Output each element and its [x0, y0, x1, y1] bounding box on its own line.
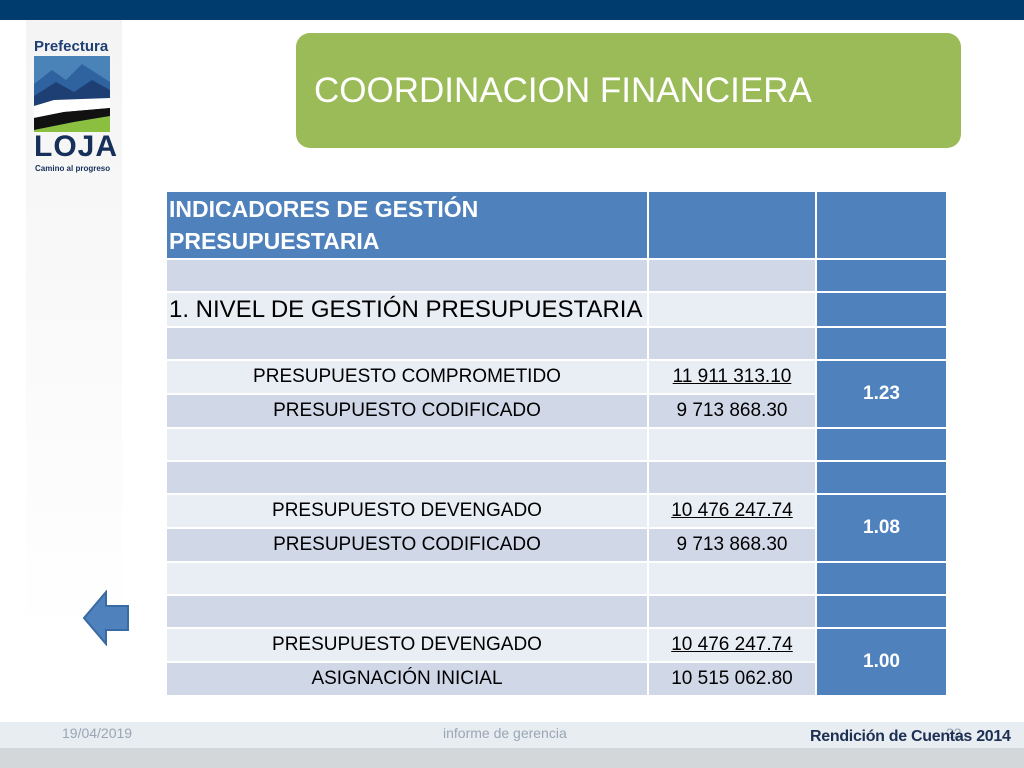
top-bar	[0, 0, 1024, 20]
table-row: PRESUPUESTO DEVENGADO 10 476 247.74 1.08	[167, 495, 946, 561]
footer-brand-year: 2014	[976, 728, 1011, 745]
table-row: PRESUPUESTO COMPROMETIDO 11 911 313.10 1…	[167, 361, 946, 427]
row-label: ASIGNACIÓN INICIAL	[167, 663, 647, 695]
logo-tagline: Camino al progreso	[35, 164, 111, 173]
header-cell	[649, 192, 815, 258]
header-box: COORDINACION FINANCIERA	[296, 33, 961, 148]
section-title: 1. NIVEL DE GESTIÓN PRESUPUESTARIA	[167, 293, 647, 326]
ratio-cell: 1.00	[817, 629, 946, 695]
ratio-cell: 1.23	[817, 361, 946, 427]
row-label: PRESUPUESTO CODIFICADO	[167, 395, 647, 427]
table-row	[167, 563, 946, 594]
table-row: 1. NIVEL DE GESTIÓN PRESUPUESTARIA	[167, 293, 946, 326]
footer-date: 19/04/2019	[62, 725, 133, 741]
page-number: 22	[946, 725, 962, 741]
row-value: 9 713 868.30	[649, 395, 815, 427]
indicators-table: INDICADORES DE GESTIÓN PRESUPUESTARIA 1.…	[165, 190, 948, 697]
footer-brand-text: Rendición de Cuentas	[810, 728, 973, 745]
row-value: 10 515 062.80	[649, 663, 815, 695]
row-label: PRESUPUESTO CODIFICADO	[167, 529, 647, 561]
table-row: PRESUPUESTO CODIFICADO 9 713 868.30	[167, 529, 946, 561]
mountain-road-icon	[34, 56, 110, 132]
table-heading: INDICADORES DE GESTIÓN PRESUPUESTARIA	[167, 192, 647, 258]
table-row	[167, 328, 946, 359]
logo-title: Prefectura	[34, 38, 109, 55]
table-row: PRESUPUESTO CODIFICADO 9 713 868.30	[167, 395, 946, 427]
table-row	[167, 429, 946, 460]
row-label: PRESUPUESTO DEVENGADO	[167, 495, 647, 527]
table-row	[167, 260, 946, 291]
table-header-row: INDICADORES DE GESTIÓN PRESUPUESTARIA	[167, 192, 946, 258]
ratio-cell: 1.08	[817, 495, 946, 561]
row-value: 10 476 247.74	[649, 495, 815, 527]
row-value: 10 476 247.74	[649, 629, 815, 661]
page-title: COORDINACION FINANCIERA	[314, 71, 812, 110]
footer-stripe	[0, 748, 1024, 768]
table-row	[167, 462, 946, 493]
table-row	[167, 596, 946, 627]
left-arrow-icon[interactable]	[82, 589, 130, 647]
footer-bar	[0, 722, 1024, 748]
footer-center-text: informe de gerencia	[443, 725, 567, 741]
row-label: PRESUPUESTO COMPROMETIDO	[167, 361, 647, 393]
prefectura-logo: Prefectura LOJA Camino al progreso	[30, 38, 119, 178]
table-row: PRESUPUESTO DEVENGADO 10 476 247.74 1.00	[167, 629, 946, 695]
header-cell	[817, 192, 946, 258]
footer-brand: Rendición de Cuentas 2014	[810, 728, 1011, 746]
logo-name: LOJA	[34, 130, 119, 163]
table-row: ASIGNACIÓN INICIAL 10 515 062.80	[167, 663, 946, 695]
row-value: 11 911 313.10	[649, 361, 815, 393]
row-label: PRESUPUESTO DEVENGADO	[167, 629, 647, 661]
back-button[interactable]	[82, 589, 130, 647]
row-value: 9 713 868.30	[649, 529, 815, 561]
